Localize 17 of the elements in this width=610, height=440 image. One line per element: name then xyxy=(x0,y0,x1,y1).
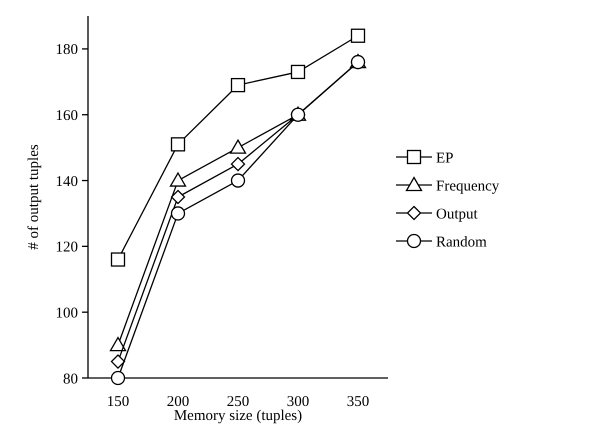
legend-label: Output xyxy=(436,206,478,222)
legend-label: EP xyxy=(436,150,454,166)
y-tick-label: 160 xyxy=(56,108,78,124)
x-tick-label: 150 xyxy=(106,394,130,410)
x-tick-label: 200 xyxy=(166,394,190,410)
y-tick-label: 120 xyxy=(56,240,78,256)
y-axis-title: # of output tuples xyxy=(26,144,42,250)
legend-label: Frequency xyxy=(436,178,500,194)
y-tick-label: 80 xyxy=(63,371,78,388)
x-axis-title: Memory size (tuples) xyxy=(174,408,302,424)
y-tick-label: 100 xyxy=(56,305,78,322)
y-tick-label: 140 xyxy=(56,174,78,190)
y-tick-label: 180 xyxy=(56,42,78,58)
x-tick-label: 350 xyxy=(346,394,370,410)
legend-label: Random xyxy=(436,234,488,250)
x-tick-label: 250 xyxy=(226,394,250,410)
x-tick-label: 300 xyxy=(286,394,310,410)
